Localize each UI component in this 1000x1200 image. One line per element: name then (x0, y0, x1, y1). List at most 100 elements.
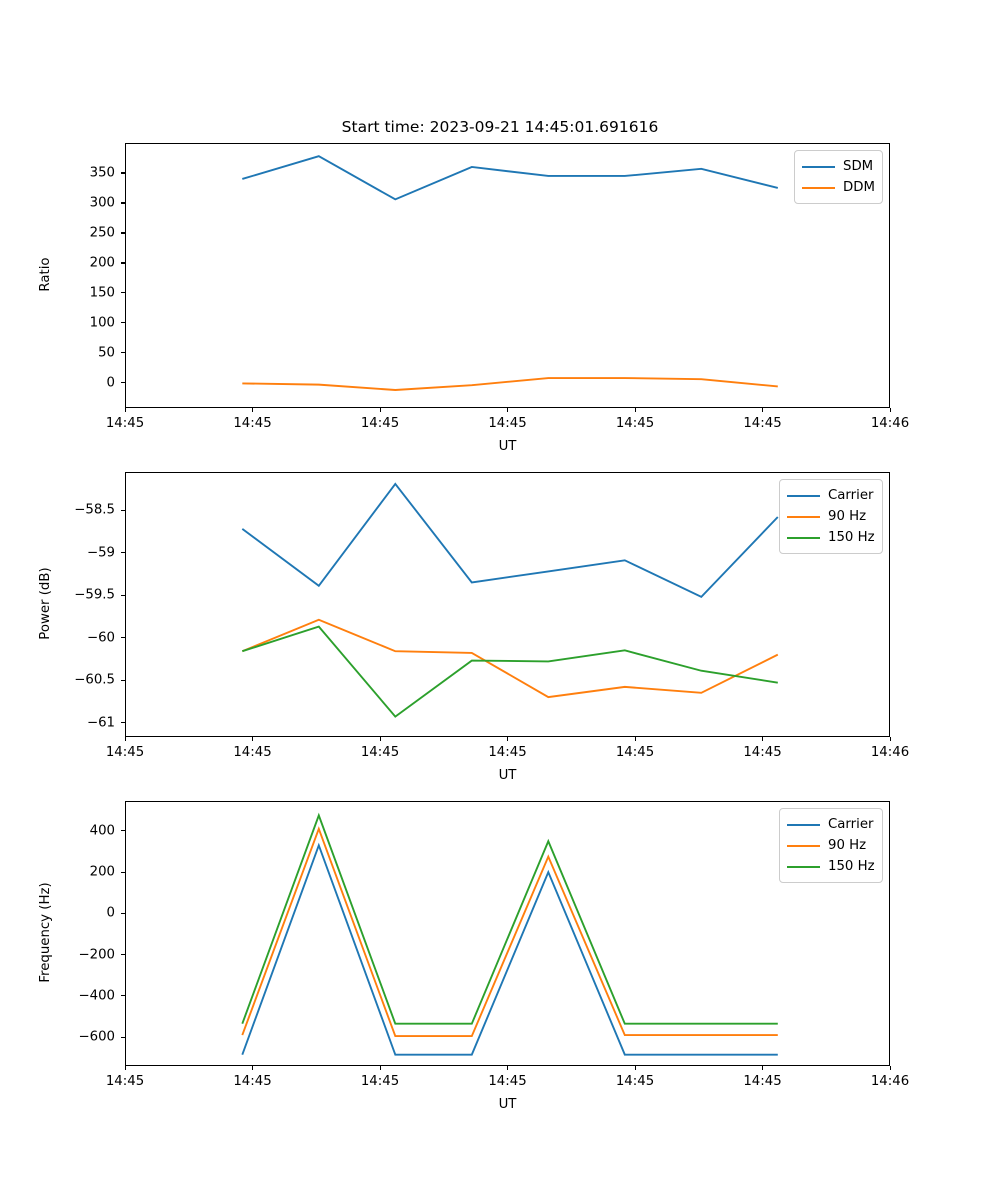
ytick-label: −400 (78, 988, 115, 1004)
xtick-mark (507, 408, 509, 412)
xtick-label: 14:45 (488, 745, 527, 760)
legend-item-carrier[interactable]: Carrier (787, 814, 875, 835)
axes-frame-bottom (125, 801, 890, 1066)
legend-swatch-icon (787, 536, 820, 539)
ytick-mark (121, 232, 125, 234)
xtick-label: 14:45 (488, 1074, 527, 1089)
xtick-mark (252, 737, 254, 741)
xtick-mark (379, 1066, 381, 1070)
legend-swatch-icon (787, 823, 820, 826)
xtick-label: 14:45 (743, 416, 782, 431)
ytick-mark (121, 1036, 125, 1038)
ytick-mark (121, 262, 125, 264)
xtick-mark (124, 1066, 126, 1070)
legend-swatch-icon (787, 844, 820, 847)
xtick-label: 14:45 (233, 416, 272, 431)
legend-item-90-hz[interactable]: 90 Hz (787, 835, 875, 856)
legend-label: SDM (843, 159, 874, 174)
ytick-label: 300 (89, 195, 115, 211)
legend-item-90-hz[interactable]: 90 Hz (787, 506, 875, 527)
series-line-150-hz (242, 625, 778, 718)
xtick-mark (889, 408, 891, 412)
legend-swatch-icon (787, 865, 820, 868)
ytick-label: −60.5 (74, 672, 115, 688)
xtick-mark (634, 737, 636, 741)
ytick-label: 200 (89, 255, 115, 271)
ytick-mark (121, 322, 125, 324)
xtick-label: 14:45 (743, 745, 782, 760)
ytick-label: −59.5 (74, 587, 115, 603)
legend-swatch-icon (802, 186, 835, 189)
ytick-label: 400 (89, 823, 115, 839)
xtick-label: 14:46 (870, 1074, 910, 1089)
legend-swatch-icon (787, 515, 820, 518)
ytick-mark (121, 954, 125, 956)
legend-middle[interactable]: Carrier 90 Hz 150 Hz (779, 479, 883, 554)
legend-item-ddm[interactable]: DDM (802, 177, 875, 198)
ytick-mark (121, 722, 125, 724)
xtick-mark (634, 1066, 636, 1070)
xtick-mark (507, 737, 509, 741)
axes-frame-middle (125, 472, 890, 737)
xtick-mark (252, 408, 254, 412)
ytick-mark (121, 172, 125, 174)
xtick-label: 14:45 (105, 416, 145, 431)
series-line-carrier (241, 482, 779, 599)
series-line-ddm (242, 377, 778, 391)
legend-label: Carrier (828, 488, 874, 503)
series-line-90-hz (241, 826, 778, 1038)
legend-item-carrier[interactable]: Carrier (787, 485, 875, 506)
legend-item-150-hz[interactable]: 150 Hz (787, 856, 875, 877)
xtick-label: 14:45 (233, 745, 272, 760)
xtick-mark (507, 1066, 509, 1070)
legend-label: 90 Hz (828, 509, 867, 524)
axes-frame-top (125, 143, 890, 408)
ytick-label: 150 (89, 285, 115, 301)
xtick-label: 14:45 (105, 745, 145, 760)
xtick-label: 14:45 (360, 1074, 400, 1089)
xaxis-label-top: UT (498, 439, 517, 454)
xtick-mark (124, 737, 126, 741)
xtick-mark (889, 737, 891, 741)
legend-label: DDM (843, 180, 875, 195)
ytick-label: 0 (106, 905, 115, 921)
legend-top[interactable]: SDM DDM (794, 150, 883, 204)
legend-label: Carrier (828, 817, 874, 832)
figure-title: Start time: 2023-09-21 14:45:01.691616 (341, 118, 659, 136)
xtick-label: 14:45 (488, 416, 527, 431)
xtick-mark (379, 408, 381, 412)
ytick-mark (121, 292, 125, 294)
legend-swatch-icon (787, 494, 820, 497)
xtick-mark (889, 1066, 891, 1070)
ytick-mark (121, 552, 125, 554)
xtick-label: 14:45 (615, 745, 655, 760)
ytick-label: −59 (86, 545, 115, 561)
xtick-mark (634, 408, 636, 412)
ytick-label: −200 (78, 947, 115, 963)
legend-item-150-hz[interactable]: 150 Hz (787, 527, 875, 548)
ytick-label: 200 (89, 864, 115, 880)
ytick-label: 350 (89, 165, 115, 181)
ytick-label: 250 (89, 225, 115, 241)
xtick-mark (252, 1066, 254, 1070)
series-line-carrier (241, 842, 778, 1056)
legend-swatch-icon (802, 165, 835, 168)
series-line-150-hz (241, 812, 778, 1025)
legend-label: 150 Hz (828, 530, 875, 545)
legend-item-sdm[interactable]: SDM (802, 156, 875, 177)
ytick-label: −600 (78, 1029, 115, 1045)
xaxis-label-middle: UT (498, 768, 517, 783)
ytick-label: 50 (98, 345, 115, 361)
ytick-label: −60 (86, 630, 115, 646)
ytick-mark (121, 830, 125, 832)
series-line-sdm (242, 155, 779, 201)
xtick-label: 14:45 (233, 1074, 272, 1089)
legend-bottom[interactable]: Carrier 90 Hz 150 Hz (779, 808, 883, 883)
xtick-label: 14:45 (360, 745, 400, 760)
ytick-mark (121, 871, 125, 873)
ytick-mark (121, 679, 125, 681)
